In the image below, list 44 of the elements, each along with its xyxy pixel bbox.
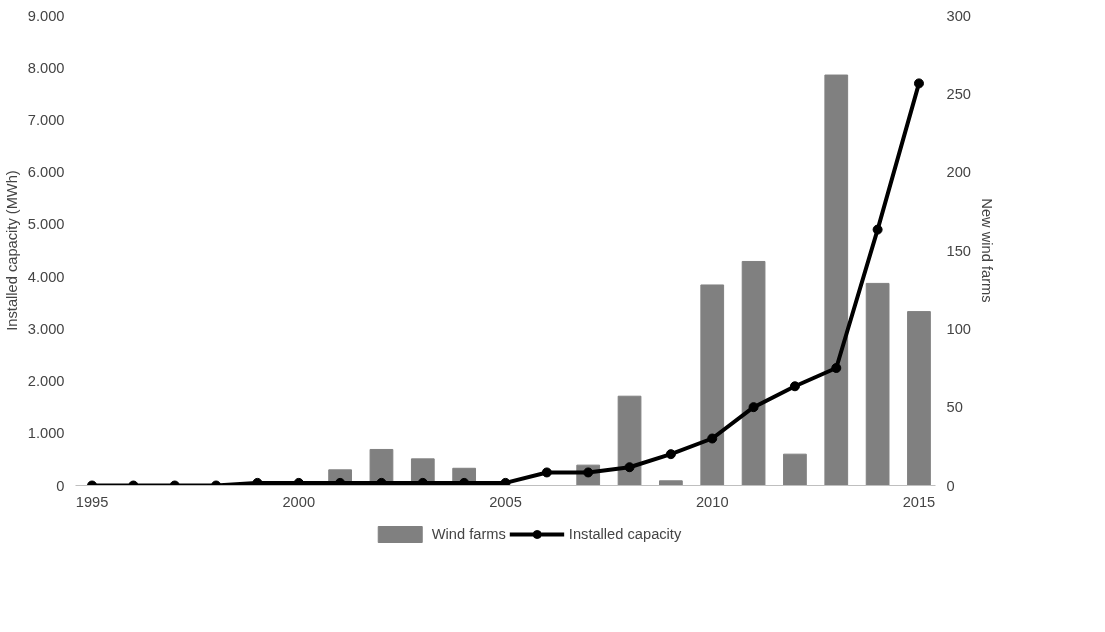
y2-tick-label: 250 [946, 85, 971, 102]
point [541, 467, 552, 478]
x-tick-label: 2005 [489, 493, 522, 510]
y2-tick-label: 300 [946, 7, 971, 24]
bar [617, 395, 642, 486]
point [624, 462, 635, 473]
y-tick-label: 6.000 [27, 164, 65, 181]
x-tick-label: 1995 [75, 493, 109, 510]
point [872, 224, 883, 235]
y2-tick-label: 100 [946, 320, 971, 337]
x-tick-label: 2010 [695, 493, 729, 510]
point [748, 402, 759, 413]
y2-tick-label: 200 [946, 164, 971, 181]
bar [865, 282, 890, 486]
point [500, 477, 511, 486]
y-tick-label: 5.000 [27, 216, 65, 233]
y-tick-label: 2.000 [27, 373, 65, 390]
y-tick-label: 3.000 [27, 320, 65, 337]
x-tick-label: 2000 [282, 493, 316, 510]
point [665, 449, 676, 460]
y-tick-label: 1.000 [27, 425, 65, 442]
y-tick-label: 4.000 [27, 268, 65, 285]
point [707, 433, 718, 444]
y-tick-label: 7.000 [27, 111, 65, 128]
y2-tick-label: 0 [946, 477, 955, 494]
y-axis-title: Installed capacity (MWh) [3, 170, 20, 331]
bar [907, 311, 931, 486]
point [789, 381, 800, 392]
x-tick-label: 2015 [902, 493, 936, 510]
bar [741, 260, 766, 486]
y-tick-label: 9.000 [27, 7, 65, 24]
y2-axis-title: New wind farms [978, 198, 995, 303]
y2-tick-label: 50 [946, 399, 963, 416]
bar [824, 74, 849, 486]
bar [659, 480, 683, 486]
bar [783, 453, 807, 486]
point [913, 78, 924, 89]
point [831, 363, 842, 373]
y-tick-label: 8.000 [27, 59, 65, 76]
legend-label: Installed capacity [568, 526, 682, 542]
y2-tick-label: 150 [946, 242, 971, 259]
legend-label: Wind farms [431, 526, 506, 542]
y-tick-label: 0 [56, 477, 65, 494]
bar [700, 284, 725, 486]
